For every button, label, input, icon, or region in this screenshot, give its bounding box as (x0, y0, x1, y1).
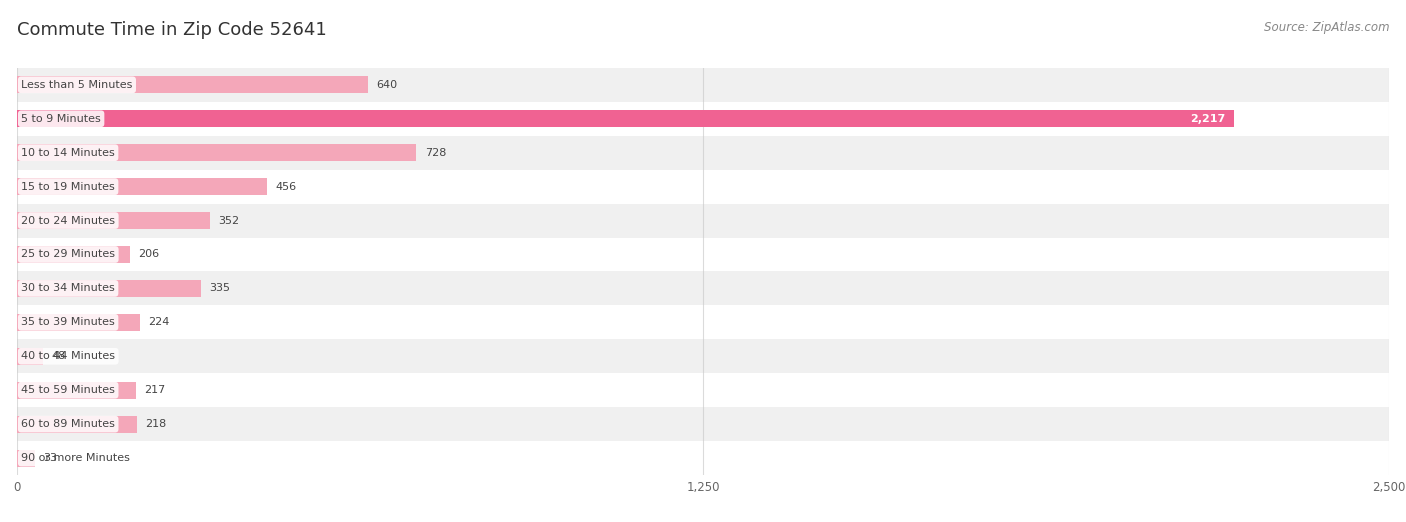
Bar (17, 204, 1389, 238)
Bar (17, 102, 1389, 136)
Text: 30 to 34 Minutes: 30 to 34 Minutes (21, 283, 115, 293)
Bar (17, 178, 267, 195)
Bar (17, 305, 1389, 339)
Bar (17, 170, 1389, 204)
Text: 10 to 14 Minutes: 10 to 14 Minutes (21, 148, 115, 158)
Text: 456: 456 (276, 182, 297, 192)
Text: 335: 335 (209, 283, 231, 293)
Text: 20 to 24 Minutes: 20 to 24 Minutes (21, 216, 115, 226)
Text: 218: 218 (145, 419, 166, 429)
Text: 90 or more Minutes: 90 or more Minutes (21, 453, 131, 463)
Bar (17, 246, 129, 263)
Bar (17, 348, 44, 365)
Bar (17, 238, 1389, 271)
Bar (17, 212, 209, 229)
Text: 48: 48 (52, 351, 66, 361)
Bar (17, 76, 368, 93)
Bar (17, 449, 35, 467)
Text: 206: 206 (138, 250, 159, 259)
Bar (17, 271, 1389, 305)
Bar (17, 416, 136, 433)
Text: 33: 33 (44, 453, 58, 463)
Text: Commute Time in Zip Code 52641: Commute Time in Zip Code 52641 (17, 21, 326, 39)
Bar (17, 407, 1389, 441)
Text: 217: 217 (145, 385, 166, 395)
Bar (17, 280, 201, 297)
Text: Less than 5 Minutes: Less than 5 Minutes (21, 80, 132, 90)
Bar (17, 441, 1389, 475)
Text: 35 to 39 Minutes: 35 to 39 Minutes (21, 317, 115, 327)
Bar (17, 136, 1389, 170)
Text: 2,217: 2,217 (1191, 114, 1226, 124)
Bar (17, 339, 1389, 373)
Text: 728: 728 (425, 148, 446, 158)
Text: 352: 352 (218, 216, 239, 226)
Bar (17, 144, 416, 161)
Text: Source: ZipAtlas.com: Source: ZipAtlas.com (1264, 21, 1389, 34)
Bar (17, 382, 136, 399)
Text: 25 to 29 Minutes: 25 to 29 Minutes (21, 250, 115, 259)
Text: 5 to 9 Minutes: 5 to 9 Minutes (21, 114, 101, 124)
Bar (17, 314, 139, 331)
Bar (17, 110, 1234, 127)
Bar (17, 68, 1389, 102)
Text: 640: 640 (377, 80, 398, 90)
Text: 15 to 19 Minutes: 15 to 19 Minutes (21, 182, 115, 192)
Text: 224: 224 (148, 317, 170, 327)
Text: 45 to 59 Minutes: 45 to 59 Minutes (21, 385, 115, 395)
Text: 40 to 44 Minutes: 40 to 44 Minutes (21, 351, 115, 361)
Text: 60 to 89 Minutes: 60 to 89 Minutes (21, 419, 115, 429)
Bar (17, 373, 1389, 407)
